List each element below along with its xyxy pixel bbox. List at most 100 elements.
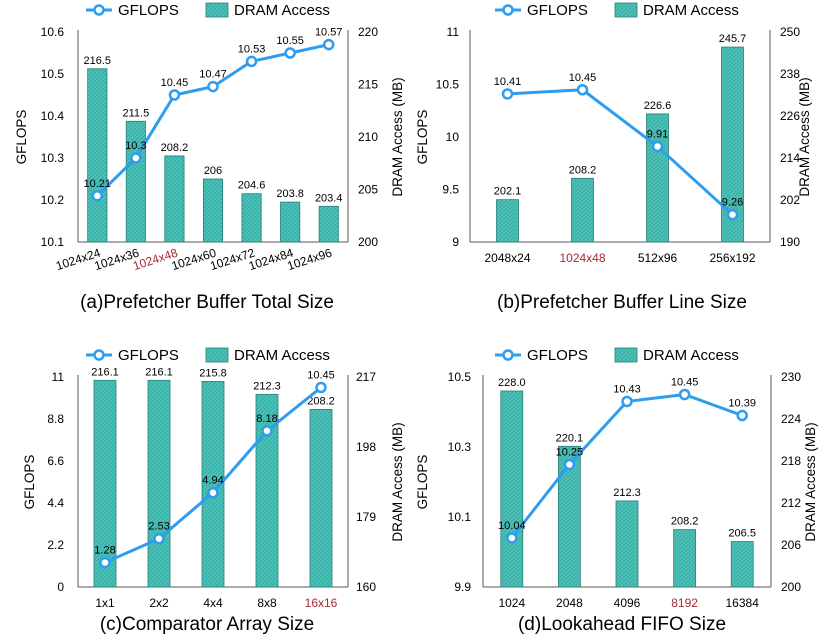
gflops-value-label: 10.25 — [556, 447, 584, 459]
right-axis-label: DRAM Access (MB) — [803, 422, 818, 541]
gflops-point — [678, 388, 691, 401]
gflops-value-label: 10.45 — [569, 72, 597, 84]
bar — [500, 390, 524, 588]
gflops-value-label: 10.04 — [498, 520, 526, 532]
category-tick-label: 1x1 — [95, 596, 115, 610]
gflops-value-label: 10.45 — [307, 370, 335, 382]
gflops-point — [153, 532, 165, 545]
bar — [673, 529, 697, 588]
gflops-value-label: 10.47 — [199, 69, 227, 81]
right-tick-label: 179 — [356, 510, 376, 524]
legend-line-marker — [502, 4, 514, 16]
bar — [496, 199, 519, 243]
left-tick-label: 10.4 — [41, 109, 65, 123]
bar — [255, 393, 279, 588]
bar — [147, 379, 171, 588]
legend-bar-swatch — [205, 347, 229, 363]
gflops-point — [261, 425, 273, 437]
legend-bar-swatch — [614, 2, 638, 18]
bar — [202, 178, 224, 243]
left-tick-label: 10.1 — [448, 510, 472, 524]
gflops-value-label: 8.18 — [256, 413, 277, 425]
gflops-point — [621, 395, 633, 408]
left-tick-label: 10.3 — [41, 151, 65, 165]
bar-value-label: 212.3 — [253, 380, 281, 392]
left-tick-label: 2.2 — [47, 538, 64, 552]
gflops-point — [91, 190, 104, 202]
bar — [87, 68, 108, 243]
legend-bar-swatch — [614, 347, 638, 363]
gflops-point — [576, 84, 589, 96]
bar — [318, 205, 339, 243]
left-axis-label: GFLOPS — [415, 110, 430, 165]
left-tick-label: 10.1 — [41, 235, 65, 249]
bar — [241, 193, 262, 243]
gflops-point — [130, 152, 142, 164]
legend: GFLOPS DRAM Access — [495, 2, 739, 19]
right-tick-label: 205 — [358, 183, 378, 197]
category-tick-label: 1024 — [498, 596, 525, 610]
right-tick-label: 202 — [780, 193, 800, 207]
chart-title: (c)Comparator Array Size — [100, 614, 314, 635]
gflops-value-label: 10.45 — [161, 77, 189, 89]
gflops-value-label: 10.39 — [728, 398, 756, 410]
category-tick-label: 4096 — [614, 596, 641, 610]
legend: GFLOPS DRAM Access — [86, 347, 330, 364]
left-tick-label: 9 — [452, 235, 459, 249]
right-tick-label: 210 — [358, 130, 378, 144]
bar-value-label: 212.3 — [613, 487, 641, 499]
bar — [615, 500, 639, 588]
gflops-point — [284, 47, 296, 59]
gflops-value-label: 9.91 — [647, 128, 668, 140]
bar — [721, 46, 744, 243]
bar-value-label: 206.5 — [728, 528, 756, 540]
legend-dram-label: DRAM Access — [234, 347, 330, 364]
right-tick-label: 200 — [781, 580, 801, 594]
left-tick-label: 11 — [447, 25, 460, 39]
legend-gflops-label: GFLOPS — [118, 2, 179, 19]
right-axis-label: DRAM Access (MB) — [390, 77, 405, 196]
category-tick-label: 16x16 — [305, 596, 338, 610]
bar-value-label: 208.2 — [671, 516, 699, 528]
category-tick-label: 8192 — [671, 596, 698, 610]
left-tick-label: 10.3 — [448, 440, 472, 454]
left-tick-label: 9.5 — [442, 183, 459, 197]
bar — [557, 445, 581, 588]
category-tick-label: 2048x24 — [484, 251, 530, 265]
right-tick-label: 190 — [780, 235, 800, 249]
bar-value-label: 211.5 — [122, 107, 149, 119]
legend-line-marker — [93, 4, 105, 16]
category-tick-label: 8x8 — [257, 596, 277, 610]
legend-dram-label: DRAM Access — [234, 2, 330, 19]
chart-title: (b)Prefetcher Buffer Line Size — [497, 292, 747, 313]
category-tick-label: 16384 — [726, 596, 760, 610]
right-tick-label: 206 — [781, 538, 801, 552]
gflops-value-label: 10.53 — [238, 43, 266, 55]
category-tick-label: 256x192 — [709, 251, 755, 265]
category-tick-label: 512x96 — [638, 251, 678, 265]
legend: GFLOPS DRAM Access — [86, 2, 330, 19]
bar — [93, 379, 117, 588]
gflops-point — [726, 208, 739, 221]
left-tick-label: 6.6 — [47, 454, 64, 468]
chart-c: GFLOPS DRAM Access 0 2.2 4.4 6.6 8.8 11 160 179 19… — [22, 347, 405, 635]
chart-title: (a)Prefetcher Buffer Total Size — [80, 292, 334, 313]
left-tick-label: 4.4 — [47, 496, 64, 510]
left-tick-label: 10.5 — [448, 370, 472, 384]
bar-value-label: 203.8 — [276, 188, 304, 200]
bar-value-label: 228.0 — [498, 377, 526, 389]
legend-dram-label: DRAM Access — [643, 347, 739, 364]
bar-value-label: 245.7 — [719, 33, 747, 45]
right-tick-label: 226 — [780, 109, 800, 123]
gflops-point — [563, 458, 576, 471]
chart-b: GFLOPS DRAM Access 9 9.5 10 10.5 11 190 202 214 22… — [415, 2, 812, 313]
gflops-value-label: 10.55 — [276, 35, 304, 47]
legend-gflops-label: GFLOPS — [527, 2, 588, 19]
gflops-point — [315, 381, 327, 394]
gflops-value-label: 1.28 — [94, 545, 115, 557]
gflops-point — [207, 80, 219, 93]
gflops-point — [651, 140, 664, 153]
gflops-value-label: 9.26 — [722, 197, 743, 209]
right-axis-label: DRAM Access (MB) — [390, 422, 405, 541]
gflops-line — [507, 88, 734, 216]
